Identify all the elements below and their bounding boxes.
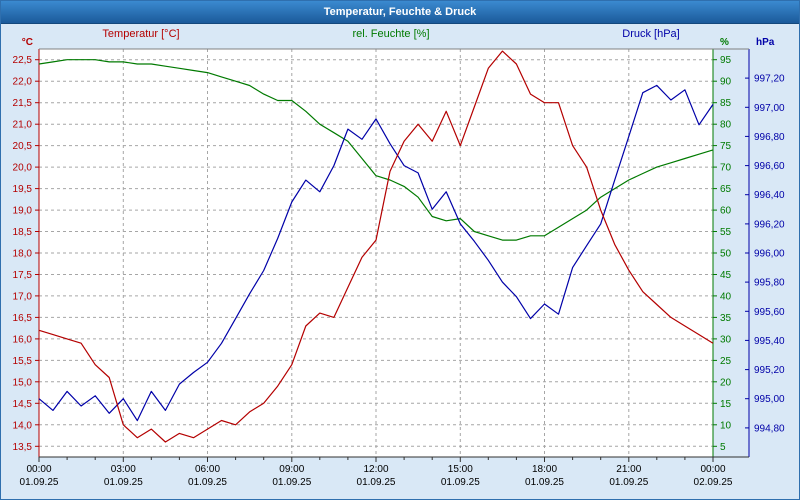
svg-text:85: 85 <box>720 98 732 109</box>
svg-text:Druck [hPa]: Druck [hPa] <box>622 28 679 40</box>
svg-text:Temperatur [°C]: Temperatur [°C] <box>102 28 179 40</box>
chart-svg: 22,5 22,0 21,5 21,0 20,5 20,0 19,5 19,0 18,5 18,0… <box>13 28 785 488</box>
svg-text:995,60: 995,60 <box>754 307 785 318</box>
svg-text:hPa: hPa <box>756 37 775 48</box>
svg-text:01.09.25: 01.09.25 <box>525 477 564 488</box>
svg-text:°C: °C <box>22 37 33 48</box>
svg-text:14,5: 14,5 <box>13 399 33 410</box>
svg-text:50: 50 <box>720 249 732 260</box>
series-line-hum <box>38 59 714 241</box>
svg-text:994,80: 994,80 <box>754 423 785 434</box>
series-line-pres <box>38 84 714 422</box>
svg-text:996,80: 996,80 <box>754 132 785 143</box>
svg-text:19,5: 19,5 <box>13 184 33 195</box>
svg-text:01.09.25: 01.09.25 <box>188 477 227 488</box>
svg-text:02.09.25: 02.09.25 <box>694 477 733 488</box>
svg-text:80: 80 <box>720 120 732 131</box>
svg-text:16,5: 16,5 <box>13 313 33 324</box>
svg-text:55: 55 <box>720 227 732 238</box>
svg-text:10: 10 <box>720 420 732 431</box>
humidity-axis: 95 90 85 80 75 70 65 60 55 50 45 40 35 30 25 20 15 10 5% re… <box>352 28 732 457</box>
svg-text:996,00: 996,00 <box>754 249 785 260</box>
svg-text:997,00: 997,00 <box>754 103 785 114</box>
chart-area: 22,5 22,0 21,5 21,0 20,5 20,0 19,5 19,0 18,5 18,0… <box>1 24 799 499</box>
svg-text:00:00: 00:00 <box>700 464 725 475</box>
svg-text:14,0: 14,0 <box>13 420 33 431</box>
svg-text:995,80: 995,80 <box>754 278 785 289</box>
svg-text:995,00: 995,00 <box>754 394 785 405</box>
svg-text:30: 30 <box>720 334 732 345</box>
svg-text:995,40: 995,40 <box>754 336 785 347</box>
gridlines <box>39 49 713 457</box>
svg-text:15:00: 15:00 <box>448 464 473 475</box>
svg-text:70: 70 <box>720 163 732 174</box>
pressure-axis: 997,20 997,00 996,80 996,60 996,40 996,20 996,… <box>622 28 785 457</box>
svg-text:09:00: 09:00 <box>279 464 304 475</box>
svg-text:35: 35 <box>720 313 732 324</box>
svg-text:00:00: 00:00 <box>26 464 51 475</box>
svg-text:95: 95 <box>720 55 732 66</box>
svg-text:21,5: 21,5 <box>13 98 33 109</box>
svg-text:996,20: 996,20 <box>754 219 785 230</box>
svg-text:19,0: 19,0 <box>13 206 33 217</box>
svg-text:12:00: 12:00 <box>363 464 388 475</box>
svg-text:15: 15 <box>720 399 732 410</box>
svg-text:16,0: 16,0 <box>13 334 33 345</box>
svg-text:18,0: 18,0 <box>13 249 33 260</box>
svg-text:5: 5 <box>720 442 726 453</box>
svg-text:90: 90 <box>720 77 732 88</box>
svg-text:rel. Feuchte [%]: rel. Feuchte [%] <box>352 28 429 40</box>
svg-text:15,5: 15,5 <box>13 356 33 367</box>
svg-text:18,5: 18,5 <box>13 227 33 238</box>
temperature-axis: 22,5 22,0 21,5 21,0 20,5 20,0 19,5 19,0 18,5 18,0… <box>13 28 180 457</box>
svg-text:45: 45 <box>720 270 732 281</box>
svg-text:18:00: 18:00 <box>532 464 557 475</box>
svg-text:06:00: 06:00 <box>195 464 220 475</box>
svg-text:01.09.25: 01.09.25 <box>441 477 480 488</box>
title-bar: Temperatur, Feuchte & Druck <box>1 1 799 24</box>
window-title: Temperatur, Feuchte & Druck <box>323 6 477 18</box>
svg-text:17,0: 17,0 <box>13 291 33 302</box>
svg-text:01.09.25: 01.09.25 <box>609 477 648 488</box>
series-line-temp <box>38 50 714 443</box>
svg-text:996,40: 996,40 <box>754 190 785 201</box>
svg-text:21:00: 21:00 <box>616 464 641 475</box>
svg-text:22,0: 22,0 <box>13 77 33 88</box>
svg-text:995,20: 995,20 <box>754 365 785 376</box>
svg-text:13,5: 13,5 <box>13 442 33 453</box>
svg-text:22,5: 22,5 <box>13 55 33 66</box>
svg-text:03:00: 03:00 <box>111 464 136 475</box>
svg-text:21,0: 21,0 <box>13 120 33 131</box>
time-axis: 00:00 01.09.25 03:00 01.09.25 06:00 01.09.25 0… <box>20 48 749 488</box>
svg-text:01.09.25: 01.09.25 <box>20 477 59 488</box>
svg-text:997,20: 997,20 <box>754 74 785 85</box>
svg-text:20,5: 20,5 <box>13 141 33 152</box>
svg-text:01.09.25: 01.09.25 <box>104 477 143 488</box>
svg-text:%: % <box>720 37 729 48</box>
svg-text:15,0: 15,0 <box>13 377 33 388</box>
svg-text:75: 75 <box>720 141 732 152</box>
svg-text:20: 20 <box>720 377 732 388</box>
svg-text:996,60: 996,60 <box>754 161 785 172</box>
svg-text:17,5: 17,5 <box>13 270 33 281</box>
svg-text:01.09.25: 01.09.25 <box>357 477 396 488</box>
svg-text:01.09.25: 01.09.25 <box>272 477 311 488</box>
svg-text:60: 60 <box>720 206 732 217</box>
svg-text:65: 65 <box>720 184 732 195</box>
svg-text:40: 40 <box>720 291 732 302</box>
svg-text:20,0: 20,0 <box>13 163 33 174</box>
svg-text:25: 25 <box>720 356 732 367</box>
